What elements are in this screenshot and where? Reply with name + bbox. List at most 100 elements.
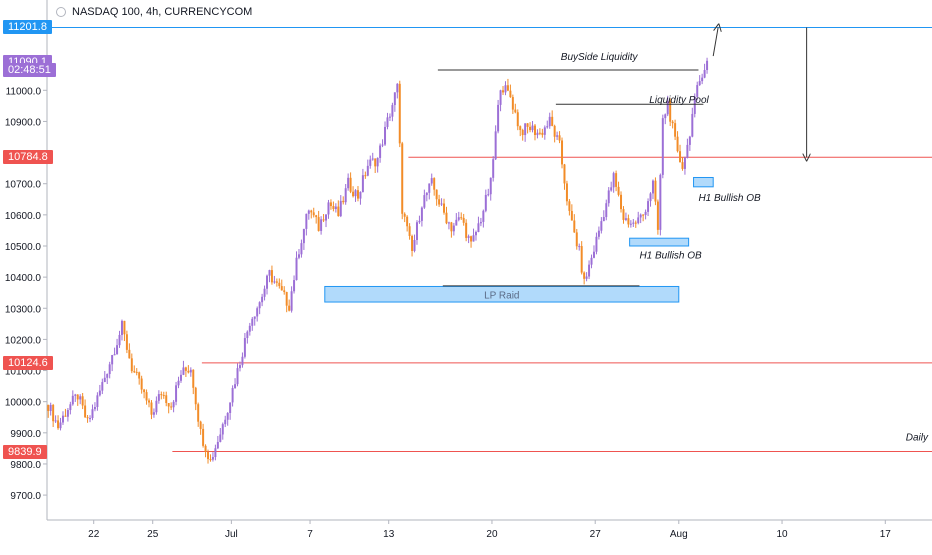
candle-body bbox=[138, 372, 141, 379]
candle-body bbox=[379, 145, 382, 158]
candle-body bbox=[563, 164, 566, 184]
candle-body bbox=[706, 60, 709, 71]
candle-body bbox=[243, 338, 246, 357]
candle-body bbox=[502, 90, 505, 93]
candle-body bbox=[423, 195, 426, 208]
candle-body bbox=[634, 222, 637, 224]
candle-body bbox=[273, 281, 276, 283]
candle-body bbox=[617, 186, 620, 195]
candle-body bbox=[207, 451, 210, 460]
candle-body bbox=[54, 420, 57, 422]
candle-body bbox=[531, 125, 534, 131]
candle-body bbox=[297, 254, 300, 258]
price-badge: 02:48:51 bbox=[3, 63, 56, 78]
candle-body bbox=[529, 126, 532, 131]
candle-body bbox=[251, 318, 254, 326]
candle-body bbox=[214, 448, 217, 458]
candle-body bbox=[497, 104, 500, 132]
candle-body bbox=[354, 190, 357, 197]
candle-body bbox=[229, 402, 232, 413]
candle-body bbox=[199, 421, 202, 429]
candle-body bbox=[91, 409, 94, 419]
candle-body bbox=[460, 217, 463, 219]
y-tick-label: 10000.0 bbox=[5, 398, 42, 409]
y-tick-label: 10500.0 bbox=[5, 242, 42, 253]
x-tick-label: 17 bbox=[880, 529, 892, 540]
candle-body bbox=[290, 291, 293, 311]
candle-body bbox=[524, 123, 527, 136]
annotation-arrow bbox=[712, 27, 718, 57]
candle-body bbox=[474, 232, 477, 236]
candle-body bbox=[288, 305, 291, 311]
y-tick-label: 9900.0 bbox=[10, 429, 41, 440]
x-tick-label: 27 bbox=[590, 529, 602, 540]
candle-body bbox=[300, 243, 303, 255]
candle-body bbox=[270, 270, 273, 283]
candle-body bbox=[184, 367, 187, 371]
candle-body bbox=[103, 377, 106, 383]
candle-body bbox=[261, 296, 264, 303]
candle-body bbox=[683, 157, 686, 169]
y-tick-label: 11000.0 bbox=[6, 86, 42, 97]
candle-body bbox=[101, 382, 104, 391]
candle-body bbox=[337, 206, 340, 217]
candle-body bbox=[548, 116, 551, 127]
price-badge: 10784.8 bbox=[3, 150, 53, 165]
candle-body bbox=[425, 192, 428, 196]
candle-body bbox=[349, 177, 352, 192]
x-tick-label: Aug bbox=[670, 529, 688, 540]
candle-body bbox=[516, 112, 519, 127]
x-tick-label: 22 bbox=[88, 529, 100, 540]
candle-body bbox=[361, 175, 364, 193]
candle-body bbox=[615, 173, 618, 187]
candle-body bbox=[315, 215, 318, 218]
candle-body bbox=[457, 217, 460, 220]
candle-body bbox=[329, 202, 332, 207]
candle-body bbox=[263, 288, 266, 297]
candle-body bbox=[238, 365, 241, 369]
order-block-zone bbox=[629, 237, 690, 247]
candle-body bbox=[384, 126, 387, 145]
candle-body bbox=[406, 216, 409, 227]
candle-body bbox=[467, 236, 470, 238]
candle-body bbox=[669, 100, 672, 122]
candle-body bbox=[374, 158, 377, 167]
candle-body bbox=[573, 220, 576, 233]
x-tick-label: 7 bbox=[307, 529, 313, 540]
level-label: Daily bbox=[906, 433, 929, 444]
candle-body bbox=[543, 127, 546, 135]
candle-body bbox=[167, 403, 170, 407]
candle-body bbox=[278, 282, 281, 287]
candle-body bbox=[61, 415, 64, 423]
candle-body bbox=[359, 192, 362, 199]
candle-body bbox=[52, 404, 55, 422]
candle-body bbox=[649, 193, 652, 202]
candle-body bbox=[656, 201, 659, 230]
candle-body bbox=[140, 378, 143, 390]
candle-body bbox=[595, 236, 598, 252]
candle-body bbox=[438, 199, 441, 205]
candle-body bbox=[568, 201, 571, 211]
candle-body bbox=[482, 210, 485, 222]
candle-body bbox=[347, 177, 350, 189]
candle-body bbox=[415, 222, 418, 240]
candle-body bbox=[106, 374, 109, 378]
candle-body bbox=[98, 390, 101, 396]
candle-body bbox=[381, 144, 384, 146]
candle-body bbox=[216, 441, 219, 449]
candle-body bbox=[342, 200, 345, 203]
candle-body bbox=[125, 334, 128, 350]
candle-body bbox=[565, 183, 568, 202]
candle-body bbox=[580, 246, 583, 273]
candle-body bbox=[47, 404, 50, 412]
candle-body bbox=[553, 125, 556, 137]
candle-body bbox=[66, 410, 69, 417]
candle-body bbox=[293, 280, 296, 292]
order-block-zone bbox=[324, 285, 680, 303]
y-tick-label: 9700.0 bbox=[10, 491, 41, 502]
candle-body bbox=[462, 217, 465, 223]
candle-body bbox=[258, 302, 261, 309]
candle-body bbox=[602, 217, 605, 222]
